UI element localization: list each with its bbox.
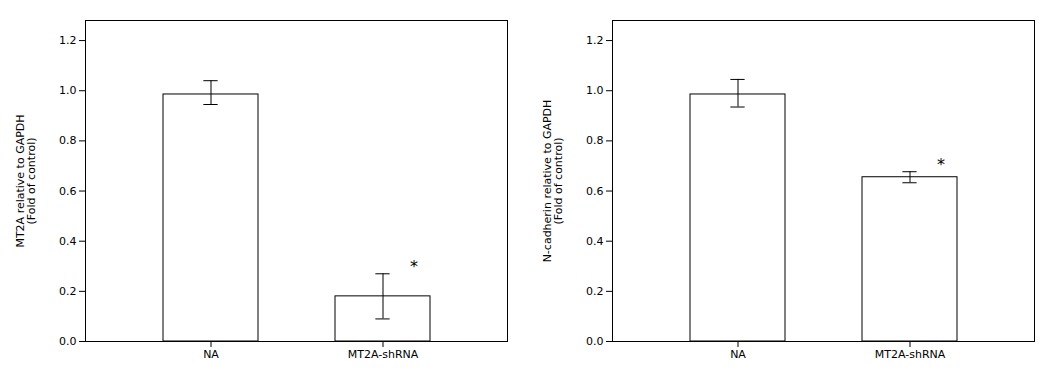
svg-text:1.0: 1.0: [59, 84, 77, 97]
svg-text:MT2A relative to GAPDH(Fold of: MT2A relative to GAPDH(Fold of control): [14, 114, 38, 247]
svg-text:1.2: 1.2: [59, 34, 77, 47]
svg-text:*: *: [937, 155, 945, 174]
svg-text:0.8: 0.8: [59, 134, 77, 147]
svg-text:MT2A-shRNA: MT2A-shRNA: [875, 348, 946, 361]
svg-text:NA: NA: [203, 348, 219, 361]
svg-text:0.2: 0.2: [59, 285, 77, 298]
svg-text:*: *: [410, 257, 418, 276]
svg-text:1.0: 1.0: [586, 84, 604, 97]
svg-text:0.6: 0.6: [59, 185, 77, 198]
svg-text:0.4: 0.4: [586, 235, 604, 248]
svg-text:0.0: 0.0: [59, 335, 77, 348]
svg-text:1.2: 1.2: [586, 34, 604, 47]
svg-text:0.8: 0.8: [586, 134, 604, 147]
svg-text:0.4: 0.4: [59, 235, 77, 248]
svg-text:0.2: 0.2: [586, 285, 604, 298]
svg-text:0.6: 0.6: [586, 185, 604, 198]
svg-text:NA: NA: [730, 348, 746, 361]
svg-text:MT2A-shRNA: MT2A-shRNA: [348, 348, 419, 361]
svg-text:N-cadherin relative to GAPDH(F: N-cadherin relative to GAPDH(Fold of con…: [541, 100, 565, 263]
svg-text:0.0: 0.0: [586, 335, 604, 348]
